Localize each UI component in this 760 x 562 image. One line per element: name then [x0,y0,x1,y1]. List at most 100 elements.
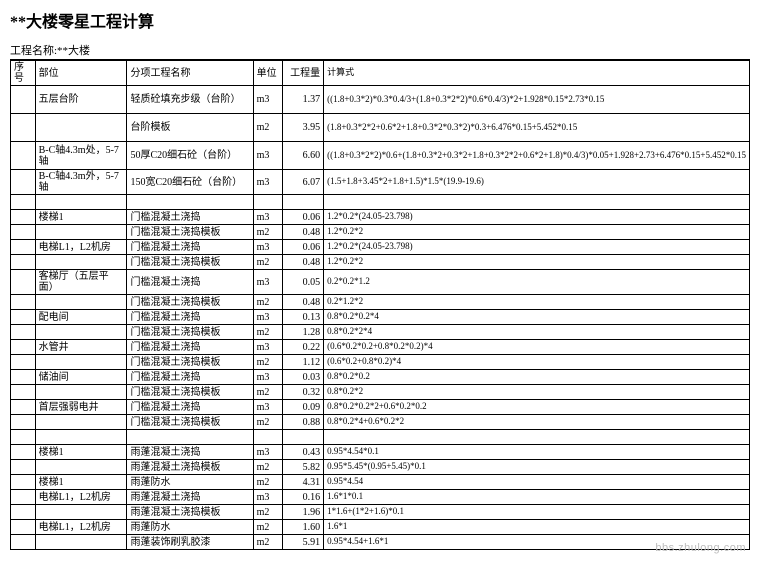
cell-item: 门槛混凝土浇捣模板 [127,355,253,370]
cell-item: 门槛混凝土浇捣 [127,270,253,295]
cell-qty: 0.43 [283,445,324,460]
cell-seq [11,370,36,385]
table-row: 门槛混凝土浇捣模板m20.480.2*1.2*2 [11,295,750,310]
cell-qty: 5.82 [283,460,324,475]
cell-seq [11,142,36,170]
cell-unit: m2 [253,475,283,490]
cell-loc: 储油间 [35,370,127,385]
cell-item: 50厚C20细石砼（台阶） [127,142,253,170]
cell-calc: 0.8*0.2*4+0.6*0.2*2 [324,415,750,430]
cell-item: 雨蓬防水 [127,520,253,535]
cell-seq [11,195,36,210]
cell-item: 门槛混凝土浇捣模板 [127,385,253,400]
cell-qty: 4.31 [283,475,324,490]
cell-seq [11,400,36,415]
table-row: 门槛混凝土浇捣模板m21.12(0.6*0.2+0.8*0.2)*4 [11,355,750,370]
table-row: 楼梯1雨蓬防水m24.310.95*4.54 [11,475,750,490]
cell-unit: m3 [253,340,283,355]
cell-item: 轻质砼填充步级（台阶） [127,86,253,114]
cell-qty: 0.88 [283,415,324,430]
cell-seq [11,240,36,255]
cell-qty: 0.06 [283,210,324,225]
cell-seq [11,295,36,310]
cell-unit: m3 [253,170,283,195]
cell-loc: B-C轴4.3m处，5-7轴 [35,142,127,170]
cell-unit: m2 [253,460,283,475]
cell-seq [11,270,36,295]
table-row: 楼梯1雨蓬混凝土浇捣m30.430.95*4.54*0.1 [11,445,750,460]
cell-item: 雨蓬混凝土浇捣模板 [127,460,253,475]
cell-unit: m2 [253,295,283,310]
cell-item: 雨蓬混凝土浇捣 [127,445,253,460]
cell-loc [35,325,127,340]
cell-calc: 0.8*0.2*0.2*2+0.6*0.2*0.2 [324,400,750,415]
col-unit: 单位 [253,61,283,86]
col-item: 分项工程名称 [127,61,253,86]
cell-seq [11,385,36,400]
cell-unit: m3 [253,142,283,170]
cell-item: 门槛混凝土浇捣 [127,310,253,325]
cell-loc: 首层强弱电井 [35,400,127,415]
table-row: 首层强弱电井门槛混凝土浇捣m30.090.8*0.2*0.2*2+0.6*0.2… [11,400,750,415]
cell-unit [253,195,283,210]
cell-calc: 0.95*5.45*(0.95+5.45)*0.1 [324,460,750,475]
table-body: 五层台阶轻质砼填充步级（台阶）m31.37((1.8+0.3*2)*0.3*0.… [11,86,750,550]
cell-seq [11,114,36,142]
cell-item: 门槛混凝土浇捣 [127,340,253,355]
cell-seq [11,445,36,460]
cell-calc: 0.8*0.2*2*4 [324,325,750,340]
cell-qty: 0.48 [283,295,324,310]
cell-unit: m2 [253,325,283,340]
table-row: 电梯L1，L2机房雨蓬防水m21.601.6*1 [11,520,750,535]
cell-calc: 0.8*0.2*0.2*4 [324,310,750,325]
cell-item: 门槛混凝土浇捣 [127,370,253,385]
cell-unit: m2 [253,415,283,430]
cell-seq [11,475,36,490]
cell-qty: 1.28 [283,325,324,340]
cell-calc: ((1.8+0.3*2*2)*0.6+(1.8+0.3*2+0.3*2+1.8+… [324,142,750,170]
cell-seq [11,340,36,355]
cell-seq [11,490,36,505]
col-qty: 工程量 [283,61,324,86]
cell-item: 150宽C20细石砼（台阶） [127,170,253,195]
cell-loc: 电梯L1，L2机房 [35,520,127,535]
cell-calc: (1.5+1.8+3.45*2+1.8+1.5)*1.5*(19.9-19.6) [324,170,750,195]
cell-item: 雨蓬混凝土浇捣 [127,490,253,505]
cell-unit: m3 [253,490,283,505]
cell-unit: m2 [253,225,283,240]
cell-qty [283,430,324,445]
cell-loc: 水管井 [35,340,127,355]
cell-loc: B-C轴4.3m外，5-7轴 [35,170,127,195]
cell-qty: 5.91 [283,535,324,550]
cell-loc [35,430,127,445]
cell-loc [35,295,127,310]
cell-item: 门槛混凝土浇捣模板 [127,225,253,240]
cell-calc: 0.2*0.2*1.2 [324,270,750,295]
cell-qty: 0.48 [283,225,324,240]
cell-seq [11,310,36,325]
cell-seq [11,520,36,535]
cell-calc: 0.2*1.2*2 [324,295,750,310]
cell-unit: m2 [253,255,283,270]
cell-item: 台阶模板 [127,114,253,142]
table-row: 储油间门槛混凝土浇捣m30.030.8*0.2*0.2 [11,370,750,385]
cell-qty: 0.09 [283,400,324,415]
cell-item: 门槛混凝土浇捣 [127,400,253,415]
cell-unit: m2 [253,535,283,550]
cell-unit: m3 [253,86,283,114]
cell-loc [35,505,127,520]
table-row: 雨蓬混凝土浇捣模板m25.820.95*5.45*(0.95+5.45)*0.1 [11,460,750,475]
table-row: 门槛混凝土浇捣模板m20.880.8*0.2*4+0.6*0.2*2 [11,415,750,430]
cell-calc: 1.6*1 [324,520,750,535]
table-row: 电梯L1，L2机房雨蓬混凝土浇捣m30.161.6*1*0.1 [11,490,750,505]
cell-unit [253,430,283,445]
cell-calc: (1.8+0.3*2*2+0.6*2+1.8+0.3*2*0.3*2)*0.3+… [324,114,750,142]
cell-qty: 0.22 [283,340,324,355]
table-row: 配电间门槛混凝土浇捣m30.130.8*0.2*0.2*4 [11,310,750,325]
cell-calc: ((1.8+0.3*2)*0.3*0.4/3+(1.8+0.3*2*2)*0.6… [324,86,750,114]
cell-loc [35,460,127,475]
cell-unit: m3 [253,445,283,460]
cell-calc: 1.2*0.2*2 [324,255,750,270]
cell-loc [35,355,127,370]
cell-unit: m3 [253,240,283,255]
